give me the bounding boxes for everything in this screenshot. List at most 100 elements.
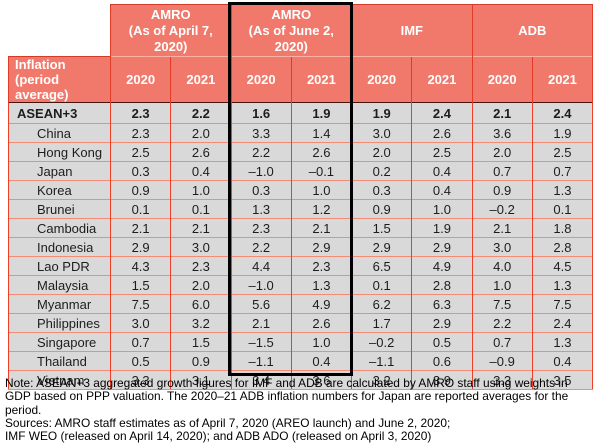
data-cell: 4.9 <box>411 256 473 276</box>
year-header-row: Inflation (period average) 2020 2021 202… <box>8 56 594 103</box>
data-cell: 1.6 <box>230 102 292 124</box>
data-cell: 1.3 <box>531 275 594 295</box>
data-cell: –1.5 <box>230 332 292 352</box>
data-cell: 0.9 <box>109 180 171 200</box>
table-row: Myanmar 7.5 6.0 5.6 4.9 6.2 6.3 7.5 7.5 <box>8 294 594 314</box>
data-cell: 1.3 <box>531 180 594 200</box>
data-cell: 3.6 <box>471 123 533 143</box>
data-cell: 6.0 <box>170 294 232 314</box>
group-header-amro-april: AMRO (As of April 7, 2020) <box>110 4 232 57</box>
group-label: IMF <box>400 22 423 38</box>
data-cell: 1.0 <box>471 275 533 295</box>
data-cell: –0.1 <box>290 161 352 181</box>
row-label: Brunei <box>8 199 111 219</box>
row-label: Thailand <box>8 351 111 371</box>
data-cell: –1.1 <box>351 351 412 371</box>
data-cell: 0.4 <box>531 351 594 371</box>
data-cell: 2.0 <box>351 142 412 162</box>
row-label: Japan <box>8 161 111 181</box>
data-cell: 0.7 <box>471 161 533 181</box>
data-cell: 6.2 <box>351 294 412 314</box>
data-cell: 4.3 <box>109 256 171 276</box>
data-cell: 3.0 <box>351 123 412 143</box>
data-cell: –0.2 <box>471 199 533 219</box>
note-line: period. <box>5 402 42 417</box>
data-cell: 2.4 <box>531 313 594 333</box>
year-header: 2020 <box>471 56 533 103</box>
data-cell: 2.6 <box>290 313 352 333</box>
data-cell: 1.0 <box>170 180 232 200</box>
data-cell: 1.5 <box>109 275 171 295</box>
data-cell: 2.6 <box>411 123 473 143</box>
data-cell: 2.9 <box>411 237 473 257</box>
data-cell: 0.1 <box>531 199 594 219</box>
year-header: 2020 <box>351 56 412 103</box>
row-label: Hong Kong <box>8 142 111 162</box>
data-cell: 2.3 <box>230 218 292 238</box>
data-cell: 0.4 <box>411 161 473 181</box>
data-cell: 2.1 <box>230 313 292 333</box>
data-cell: 2.4 <box>531 102 594 124</box>
data-cell: 1.9 <box>411 218 473 238</box>
data-cell: 4.0 <box>471 256 533 276</box>
data-cell: 3.1 <box>170 370 232 390</box>
table-row: Singapore 0.7 1.5 –1.5 1.0 –0.2 0.5 0.7 1.3 <box>8 332 594 352</box>
table-row: Philippines 3.0 3.2 2.1 2.6 1.7 2.9 2.2 2.4 <box>8 313 594 333</box>
data-cell: 1.0 <box>290 180 352 200</box>
source-line: Sources: AMRO staff estimates as of Apri… <box>5 415 451 430</box>
source-line: IMF WEO (released on April 14, 2020); an… <box>5 429 432 443</box>
data-cell: 0.4 <box>170 161 232 181</box>
group-sublabel: (As of April 7, 2020) <box>128 22 213 54</box>
row-label: Korea <box>8 180 111 200</box>
table-row: Cambodia 2.1 2.1 2.3 2.1 1.5 1.9 2.1 1.8 <box>8 218 594 238</box>
data-cell: 0.5 <box>109 351 171 371</box>
year-header: 2020 <box>230 56 292 103</box>
data-cell: 0.4 <box>290 351 352 371</box>
group-header-imf: IMF <box>351 4 473 57</box>
data-cell: 4.5 <box>531 256 594 276</box>
note-line: Note: ASEAN+3 aggregated growth figures … <box>5 376 568 390</box>
data-cell: 2.2 <box>170 102 232 124</box>
data-cell: 2.2 <box>230 237 292 257</box>
group-header-amro-june: AMRO (As of June 2, 2020) <box>230 4 352 57</box>
data-cell: 2.5 <box>531 142 594 162</box>
data-cell: 1.9 <box>290 102 352 124</box>
year-header: 2021 <box>531 56 594 103</box>
data-cell: –0.9 <box>471 351 533 371</box>
data-cell: 1.8 <box>531 218 594 238</box>
corner-spacer <box>8 4 111 57</box>
data-cell: 1.3 <box>531 332 594 352</box>
data-cell: 7.5 <box>109 294 171 314</box>
data-cell: 3.3 <box>471 370 533 390</box>
data-cell: 1.3 <box>290 275 352 295</box>
data-cell: 0.1 <box>170 199 232 219</box>
data-cell: 0.7 <box>109 332 171 352</box>
data-cell: 1.7 <box>351 313 412 333</box>
group-label: ADB <box>518 22 547 38</box>
data-cell: 1.0 <box>411 199 473 219</box>
group-header-adb: ADB <box>471 4 594 57</box>
data-cell: 2.1 <box>170 218 232 238</box>
data-cell: 0.4 <box>411 180 473 200</box>
year-header: 2021 <box>411 56 473 103</box>
table-row: ASEAN+3 2.3 2.2 1.6 1.9 1.9 2.4 2.1 2.4 <box>8 102 594 124</box>
data-cell: 3.2 <box>351 370 412 390</box>
data-cell: 3.0 <box>170 237 232 257</box>
table-body: ASEAN+3 2.3 2.2 1.6 1.9 1.9 2.4 2.1 2.4 China 2.3 2… <box>8 102 594 390</box>
table-row: Japan 0.3 0.4 –1.0 –0.1 0.2 0.4 0.7 0.7 <box>8 161 594 181</box>
data-cell: 0.5 <box>411 332 473 352</box>
row-label: Philippines <box>8 313 111 333</box>
data-cell: 7.5 <box>471 294 533 314</box>
data-cell: 1.5 <box>351 218 412 238</box>
table-row: Brunei 0.1 0.1 1.3 1.2 0.9 1.0 –0.2 0.1 <box>8 199 594 219</box>
data-cell: 2.9 <box>109 237 171 257</box>
data-cell: 0.1 <box>351 275 412 295</box>
data-cell: 0.3 <box>351 180 412 200</box>
data-cell: 3.0 <box>109 313 171 333</box>
data-cell: 3.0 <box>471 237 533 257</box>
data-cell: 2.3 <box>170 256 232 276</box>
table-row: Hong Kong 2.5 2.6 2.2 2.6 2.0 2.5 2.0 2.5 <box>8 142 594 162</box>
data-cell: 1.4 <box>290 123 352 143</box>
data-cell: 2.8 <box>531 237 594 257</box>
